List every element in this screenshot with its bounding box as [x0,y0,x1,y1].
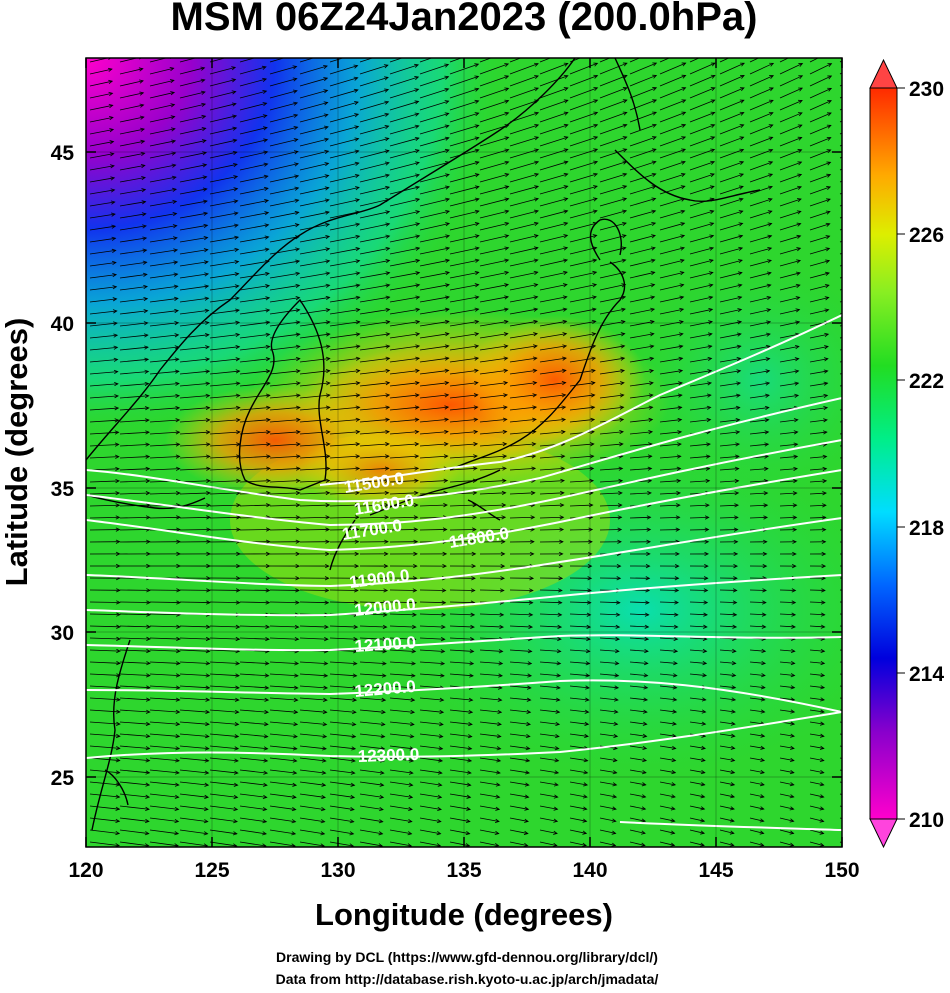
contour-label: 12100.0 [354,633,417,656]
colorbar-label: 226 [909,224,944,247]
credit-drawing: Drawing by DCL (https://www.gfd-dennou.o… [276,949,658,965]
x-tick-label: 145 [698,859,733,882]
x-tick-label: 125 [194,859,229,882]
credit-data: Data from http://database.rish.kyoto-u.a… [276,971,659,987]
y-tick-labels: 25 30 35 40 45 [51,142,75,790]
contour-12300 [86,711,842,759]
contour-11800 [86,469,842,552]
contour-12000 [86,574,842,617]
colorbar-label: 214 [909,663,944,686]
y-tick-label: 30 [51,622,74,645]
colorbar: 230 226 222 218 214 210 [869,58,944,849]
y-tick-label: 25 [51,767,75,790]
colorbar-gradient [869,87,898,820]
wind-vectors [89,58,842,847]
y-tick-label: 35 [51,478,75,501]
colorbar-low-triangle [869,818,898,849]
chart-title: MSM 06Z24Jan2023 (200.0hPa) [171,0,758,39]
x-tick-label: 140 [572,859,607,882]
contour-11700 [86,439,842,527]
x-tick-label: 135 [446,859,481,882]
colorbar-label: 230 [909,78,944,101]
contour-11900 [86,517,842,588]
contour-label: 12300.0 [357,745,419,766]
gridlines [86,58,842,847]
colorbar-label: 222 [909,370,944,393]
contour-12400 [619,821,842,831]
x-tick-label: 150 [824,859,859,882]
axis-ticks [85,58,843,847]
x-tick-label: 130 [320,859,355,882]
x-tick-label: 120 [68,859,103,882]
colorbar-label: 218 [909,517,944,540]
temperature-field [86,58,842,847]
contour-11500 [319,314,842,486]
x-tick-labels: 120 125 130 135 140 145 150 [68,859,859,882]
colorbar-label: 210 [909,809,944,832]
x-axis-title: Longitude (degrees) [315,897,613,932]
height-contours [86,314,842,831]
y-tick-label: 40 [51,313,74,336]
y-axis-title: Latitude (degrees) [0,318,34,587]
colorbar-high-triangle [869,58,898,89]
contour-11600 [86,397,842,503]
y-tick-label: 45 [51,142,75,165]
contour-12100 [86,634,842,652]
contour-12200 [86,679,842,713]
